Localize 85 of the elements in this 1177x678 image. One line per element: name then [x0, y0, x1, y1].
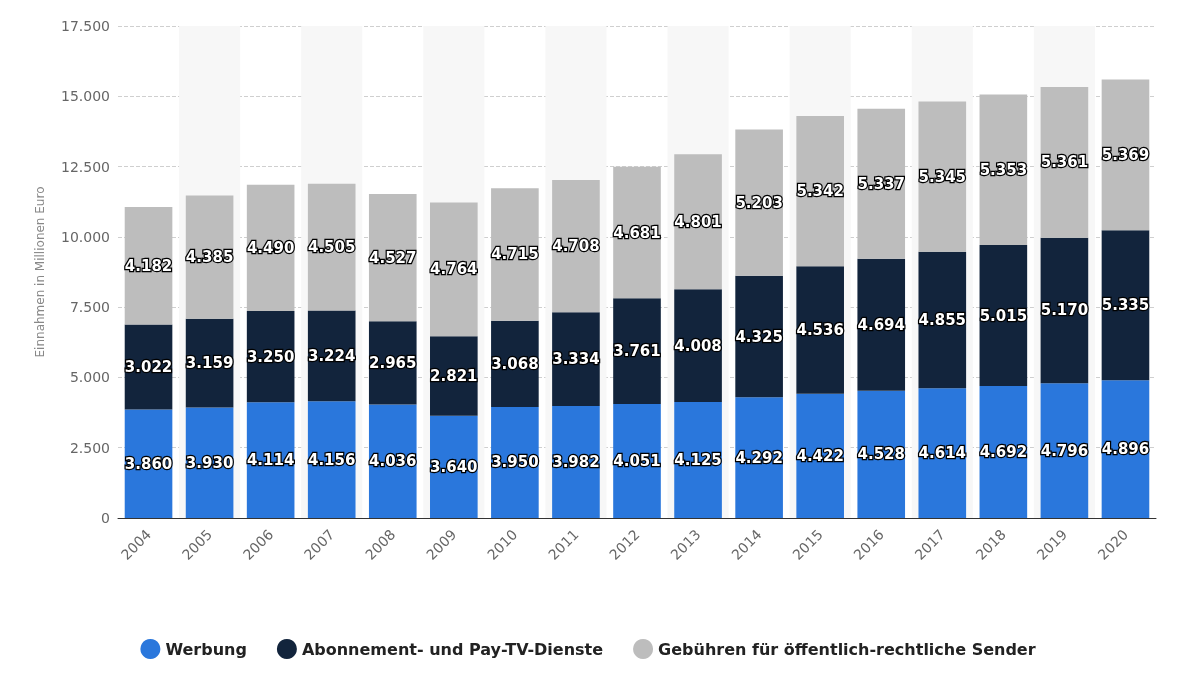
data-label: 4.156	[307, 450, 356, 469]
data-label: 4.527	[369, 248, 417, 267]
data-label: 4.125	[674, 451, 722, 470]
bar	[491, 188, 539, 321]
bar	[307, 183, 356, 311]
data-label: 4.801	[674, 212, 722, 231]
data-label: 4.114	[246, 451, 295, 470]
data-label: 4.614	[918, 444, 967, 463]
data-label: 2.821	[430, 367, 478, 386]
bar	[918, 388, 967, 518]
data-label: 5.361	[1040, 153, 1089, 172]
data-label: 5.203	[735, 193, 783, 212]
data-label: 4.036	[369, 452, 417, 471]
data-label: 3.982	[552, 453, 600, 472]
legend-label: Abonnement- und Pay-TV-Dienste	[301, 639, 604, 659]
data-label: 3.334	[552, 350, 600, 369]
data-label: 3.761	[613, 342, 661, 361]
bar	[918, 251, 967, 389]
bar	[796, 115, 844, 267]
y-tick-label: 7.500	[69, 299, 110, 316]
data-label: 4.051	[613, 452, 661, 471]
data-label: 3.860	[124, 454, 173, 473]
data-label: 3.640	[430, 457, 478, 476]
bar	[735, 397, 783, 518]
data-label: 4.008	[674, 336, 722, 355]
bar	[857, 258, 906, 391]
legend-label: Werbung	[165, 639, 247, 659]
bar	[857, 108, 906, 259]
bar	[552, 179, 600, 313]
data-label: 2.965	[369, 353, 417, 372]
bar	[857, 390, 906, 518]
data-label: 3.250	[246, 347, 295, 366]
bar	[613, 166, 661, 299]
data-label: 4.796	[1040, 441, 1089, 460]
data-label: 3.950	[491, 453, 539, 472]
data-label: 5.345	[918, 167, 967, 186]
data-label: 5.342	[796, 182, 844, 201]
data-label: 4.764	[430, 260, 478, 279]
data-label: 4.292	[735, 448, 783, 467]
data-label: 3.159	[185, 354, 234, 373]
data-label: 3.224	[307, 346, 356, 365]
data-label: 5.369	[1101, 145, 1150, 164]
data-label: 4.536	[796, 320, 844, 339]
data-label: 5.335	[1101, 296, 1150, 315]
data-label: 4.490	[246, 238, 295, 257]
data-label: 5.015	[979, 306, 1028, 325]
data-label: 5.353	[979, 160, 1028, 179]
y-tick-label: 0	[101, 510, 110, 526]
bar	[796, 266, 844, 394]
y-tick-label: 5.000	[69, 369, 110, 386]
data-label: 4.896	[1101, 440, 1150, 459]
data-label: 4.681	[613, 223, 661, 242]
data-label: 3.068	[491, 354, 539, 373]
data-label: 4.692	[979, 443, 1028, 462]
data-label: 4.855	[918, 311, 967, 330]
bar	[796, 393, 844, 518]
data-label: 4.325	[735, 327, 783, 346]
y-tick-label: 15.000	[61, 88, 110, 105]
data-label: 4.694	[857, 315, 905, 334]
y-tick-label: 17.500	[61, 18, 110, 34]
y-tick-label: 12.500	[61, 158, 110, 175]
data-label: 4.422	[796, 446, 844, 465]
y-tick-label: 10.000	[61, 228, 110, 245]
data-label: 5.337	[857, 174, 905, 193]
bar	[368, 193, 417, 322]
data-label: 3.930	[185, 453, 234, 472]
data-label: 4.182	[124, 256, 173, 275]
data-label: 5.170	[1040, 301, 1089, 320]
y-tick-label: 2.500	[69, 439, 110, 456]
data-label: 4.715	[491, 245, 539, 264]
legend-label: Gebühren für öffentlich-rechtliche Sender	[658, 639, 1036, 659]
bar	[1101, 230, 1150, 381]
y-axis-title: Einnahmen in Millionen Euro	[33, 186, 47, 358]
data-label: 4.528	[857, 445, 905, 464]
bar	[1101, 79, 1150, 231]
bar	[430, 202, 478, 337]
data-label: 4.385	[185, 248, 234, 267]
bar	[918, 101, 967, 252]
bar	[674, 154, 722, 290]
data-label: 3.022	[124, 358, 173, 376]
bar	[1040, 237, 1089, 384]
data-label: 4.505	[307, 238, 356, 257]
bar	[1040, 87, 1089, 238]
data-label: 4.708	[552, 237, 600, 256]
bar	[735, 129, 783, 276]
